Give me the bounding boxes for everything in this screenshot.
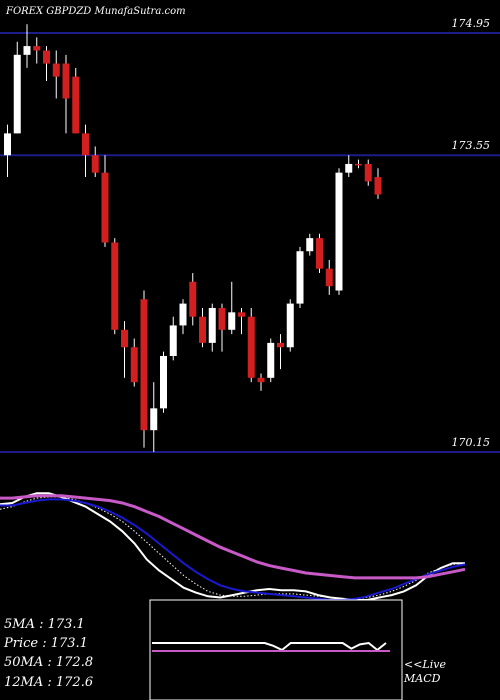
candle-body-38 xyxy=(374,177,382,195)
reference-label-1: 173.55 xyxy=(452,139,491,152)
candle-body-7 xyxy=(72,76,80,134)
candles xyxy=(4,24,382,452)
candle-body-26 xyxy=(257,377,265,383)
candle-body-2 xyxy=(23,46,31,55)
candle-body-31 xyxy=(306,238,314,252)
candle-body-28 xyxy=(277,342,284,348)
candle-body-33 xyxy=(325,268,333,287)
legend-50ma: 50MA : 172.8 xyxy=(4,655,93,670)
candle-body-13 xyxy=(130,347,138,383)
ma-line-magenta xyxy=(0,494,466,580)
candle-body-17 xyxy=(169,325,177,356)
candle-body-23 xyxy=(228,312,236,330)
candle-body-9 xyxy=(91,155,99,173)
moving-average-lines xyxy=(0,492,466,601)
candle-body-12 xyxy=(121,329,128,348)
candle-body-3 xyxy=(33,46,41,51)
candle-body-27 xyxy=(267,342,275,378)
candle-body-35 xyxy=(345,163,353,173)
candle-body-36 xyxy=(355,163,362,166)
candle-body-30 xyxy=(296,251,304,304)
candle-body-5 xyxy=(52,63,60,77)
candle-body-14 xyxy=(140,299,148,431)
candle-body-19 xyxy=(189,281,197,317)
chart-title: FOREX GBPDZD MunafaSutra.com xyxy=(5,6,186,17)
candle-body-24 xyxy=(238,312,245,317)
candle-body-1 xyxy=(13,54,21,134)
ma-line-blue xyxy=(0,498,466,601)
reference-label-2: 170.15 xyxy=(452,436,491,449)
candle-body-10 xyxy=(101,172,109,243)
candle-body-16 xyxy=(160,355,167,409)
macd-line xyxy=(152,641,387,652)
legend-5ma: 5MA : 173.1 xyxy=(4,617,85,632)
candle-body-32 xyxy=(316,238,323,269)
candle-body-15 xyxy=(150,408,158,431)
legend-price: Price : 173.1 xyxy=(3,636,88,651)
candle-body-21 xyxy=(208,307,216,343)
candle-body-18 xyxy=(179,303,187,326)
macd-label-line-2: MACD xyxy=(403,672,441,685)
candle-body-25 xyxy=(247,316,255,378)
candle-body-11 xyxy=(111,242,119,330)
candle-body-0 xyxy=(4,133,11,156)
candle-body-8 xyxy=(82,133,89,156)
ma-line-dotted xyxy=(0,496,466,600)
reference-label-0: 174.95 xyxy=(452,17,491,30)
reference-lines: 174.95 173.55 170.15 xyxy=(0,17,500,453)
candle-body-34 xyxy=(335,172,343,291)
candle-body-4 xyxy=(43,50,50,64)
candle-body-6 xyxy=(62,63,70,99)
ma-line-white xyxy=(0,492,465,601)
candle-body-29 xyxy=(286,303,294,348)
legend-12ma: 12MA : 172.6 xyxy=(4,675,93,690)
candle-body-22 xyxy=(218,307,226,330)
candle-body-20 xyxy=(199,316,206,343)
legend: 5MA : 173.1 Price : 173.1 50MA : 172.8 12MA… xyxy=(3,617,93,690)
candle-body-37 xyxy=(364,163,372,182)
macd-label-line-1: <<Live xyxy=(404,658,446,671)
